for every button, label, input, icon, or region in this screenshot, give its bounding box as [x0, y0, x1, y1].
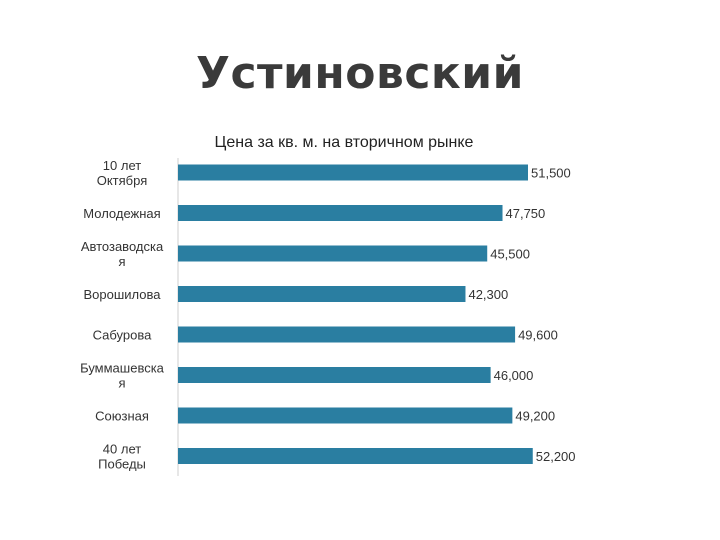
bar-0 — [178, 164, 528, 181]
bar-5 — [178, 367, 491, 383]
category-label-3: Ворошилова — [83, 287, 161, 302]
bar-4 — [178, 326, 516, 343]
value-label-2: 45,500 — [490, 247, 530, 262]
value-label-4: 49,600 — [518, 328, 558, 343]
category-label-7: 40 лет Победы — [98, 442, 146, 472]
value-label-5: 46,000 — [494, 368, 534, 383]
slide-title: Устиновский — [196, 48, 524, 99]
value-label-0: 51,500 — [531, 166, 571, 181]
category-label-4: Сабурова — [93, 328, 152, 343]
bar-6 — [178, 407, 513, 424]
bar-1 — [178, 205, 503, 221]
chart-title: Цена за кв. м. на вторичном рынке — [215, 134, 474, 151]
category-label-1: Молодежная — [83, 206, 160, 221]
value-label-1: 47,750 — [506, 206, 546, 221]
category-label-5: Буммашевска я — [80, 361, 165, 391]
bar-7 — [178, 448, 533, 464]
category-label-6: Союзная — [95, 409, 149, 424]
bar-3 — [178, 286, 466, 302]
bar-2 — [178, 245, 488, 262]
category-label-0: 10 лет Октября — [97, 158, 148, 188]
value-label-6: 49,200 — [515, 409, 555, 424]
value-label-3: 42,300 — [468, 287, 508, 302]
bars-group: 51,500 10 лет Октября 47,750 Молодежная 45,50… — [80, 158, 575, 472]
value-label-7: 52,200 — [536, 449, 576, 464]
category-label-2: Автозаводска я — [81, 239, 164, 269]
